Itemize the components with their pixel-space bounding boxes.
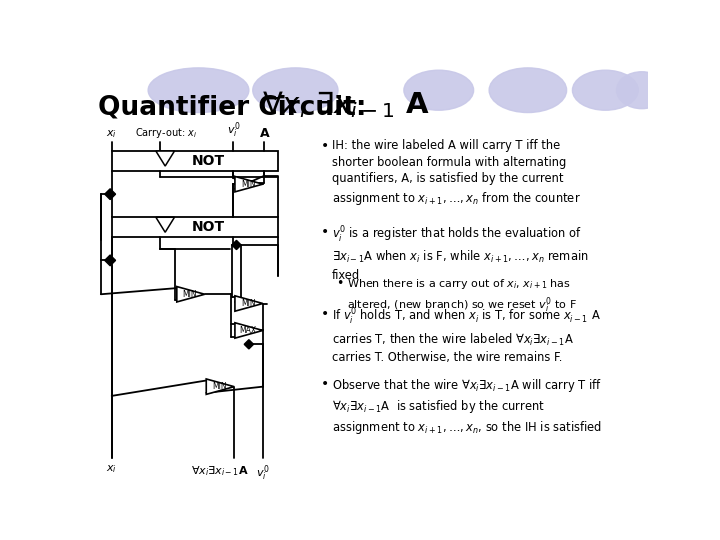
Ellipse shape [148, 68, 249, 112]
Text: MIN: MIN [240, 299, 256, 308]
Text: •: • [321, 225, 329, 239]
Bar [112, 217, 279, 237]
Polygon shape [235, 177, 263, 192]
Text: •: • [321, 139, 329, 153]
Ellipse shape [253, 68, 338, 112]
Text: Quantifier Circuit:: Quantifier Circuit: [98, 94, 375, 120]
Text: NOT: NOT [192, 154, 225, 168]
Text: If $v_i^0$ holds T, and when $x_i$ is T, for some $x_{i-1}$ A
carries T, then th: If $v_i^0$ holds T, and when $x_i$ is T,… [332, 307, 600, 365]
Text: $x_i$: $x_i$ [107, 464, 117, 475]
Text: $v_i^0$: $v_i^0$ [256, 464, 269, 483]
Polygon shape [244, 340, 253, 349]
Text: MIN: MIN [183, 290, 197, 299]
Text: When there is a carry out of $x_i$, $x_{i+1}$ has
altered, (new branch) so we re: When there is a carry out of $x_i$, $x_{… [347, 276, 577, 315]
Text: $\forall x_i\ \exists x_{i-1}$ A: $\forall x_i\ \exists x_{i-1}$ A [262, 90, 430, 120]
Polygon shape [104, 255, 116, 266]
Text: MIN: MIN [240, 180, 256, 188]
Text: $\mathbf{A}$: $\mathbf{A}$ [258, 127, 270, 140]
Text: •: • [336, 276, 344, 289]
Text: $v_i^0$ is a register that holds the evaluation of
$\exists x_{i-1}$A when $x_i$: $v_i^0$ is a register that holds the eva… [332, 225, 588, 282]
Bar [112, 151, 279, 171]
Ellipse shape [572, 70, 639, 110]
Text: IH: the wire labeled A will carry T iff the
shorter boolean formula with alterna: IH: the wire labeled A will carry T iff … [332, 139, 580, 207]
Text: $v_i^0$: $v_i^0$ [227, 120, 240, 140]
Text: $\forall x_i \exists x_{i-1}\mathbf{A}$: $\forall x_i \exists x_{i-1}\mathbf{A}$ [192, 464, 249, 478]
Ellipse shape [404, 70, 474, 110]
Text: NOT: NOT [192, 220, 225, 234]
Polygon shape [206, 379, 234, 394]
Polygon shape [232, 240, 241, 249]
Text: •: • [321, 307, 329, 321]
Text: •: • [321, 377, 329, 390]
Polygon shape [156, 151, 174, 166]
Ellipse shape [489, 68, 567, 112]
Polygon shape [156, 217, 174, 232]
Text: MIN: MIN [212, 382, 227, 391]
Polygon shape [177, 287, 204, 302]
Polygon shape [104, 189, 116, 200]
Text: $x_i$: $x_i$ [107, 129, 117, 140]
Polygon shape [235, 296, 263, 311]
Text: Carry-out: $x_i$: Carry-out: $x_i$ [135, 126, 197, 140]
Ellipse shape [616, 72, 667, 109]
Text: Observe that the wire $\forall x_i\exists x_{i-1}$A will carry T iff
$\forall x_: Observe that the wire $\forall x_i\exist… [332, 377, 602, 436]
Polygon shape [235, 323, 263, 338]
Text: MAX: MAX [240, 326, 256, 335]
